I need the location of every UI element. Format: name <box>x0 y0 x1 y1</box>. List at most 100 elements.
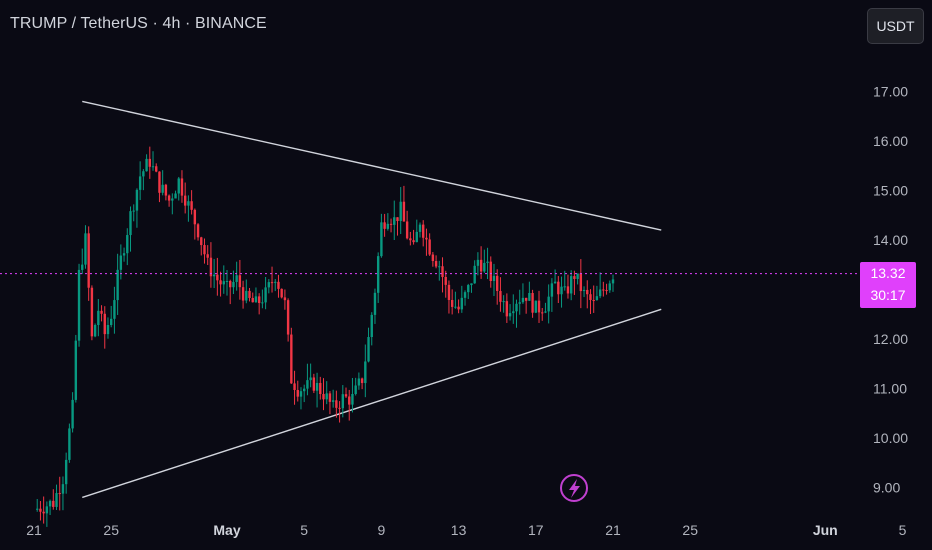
candle-body <box>286 300 290 335</box>
candle-body <box>479 259 483 272</box>
candle-body <box>183 195 187 206</box>
x-tick-label: 5 <box>899 522 907 538</box>
candle-body <box>331 400 335 402</box>
candle-body <box>206 254 209 258</box>
candle-body <box>87 233 90 288</box>
candle-body <box>129 211 132 236</box>
x-tick-label: 21 <box>26 522 42 538</box>
candle-body <box>299 391 303 397</box>
candle-body <box>90 287 94 337</box>
candle-body <box>106 325 110 335</box>
candle-body <box>119 255 123 270</box>
candle-body <box>235 275 238 282</box>
candle-body <box>537 300 541 313</box>
candle-body <box>422 224 425 238</box>
candle-body <box>71 399 74 429</box>
candle-body <box>492 275 496 281</box>
price-axis[interactable]: 17.00 16.00 15.00 14.00 12.00 11.00 10.00 9.00 <box>873 84 908 496</box>
candle-body <box>367 337 370 362</box>
candle-body <box>142 171 145 177</box>
candle-body <box>602 289 605 291</box>
candle-body <box>364 361 367 384</box>
candle-body <box>579 273 583 292</box>
candle-body <box>45 506 49 514</box>
candle-body <box>77 269 81 341</box>
candle-body <box>370 314 373 338</box>
candle-body <box>470 283 473 286</box>
x-tick-label: 13 <box>451 522 467 538</box>
y-tick-label: 17.00 <box>873 84 908 100</box>
candle-body <box>55 493 58 507</box>
candle-body <box>502 301 505 303</box>
candle-body <box>229 281 232 288</box>
candle-body <box>167 195 171 201</box>
candle-body <box>341 394 344 409</box>
candle-body <box>595 296 599 301</box>
candle-body <box>605 290 608 292</box>
candle-body <box>335 400 338 408</box>
candle-body <box>39 508 42 512</box>
y-tick-label: 9.00 <box>873 480 900 496</box>
candle-body <box>544 311 547 313</box>
candle-body <box>58 493 61 495</box>
candle-body <box>508 313 512 317</box>
candle-body <box>126 235 129 254</box>
x-tick-label: 21 <box>605 522 621 538</box>
candle-body <box>200 237 203 246</box>
currency-button[interactable]: USDT <box>867 8 924 44</box>
candle-body <box>428 239 431 255</box>
candle-body <box>270 282 274 284</box>
candle-body <box>225 281 229 283</box>
lightning-icon[interactable] <box>560 474 588 502</box>
candle-body <box>515 303 518 312</box>
candle-body <box>592 299 595 301</box>
candle-body <box>319 382 322 395</box>
candle-body <box>438 266 441 268</box>
candle-body <box>103 313 106 335</box>
candle-body <box>161 184 164 193</box>
candle-body <box>393 217 396 225</box>
candle-body <box>569 276 573 294</box>
candle-body <box>212 274 216 277</box>
candle-body <box>454 306 457 308</box>
candle-body <box>81 264 84 270</box>
candle-body <box>61 484 65 494</box>
last-price-value: 13.32 <box>870 265 906 281</box>
candle-body <box>232 281 235 288</box>
candle-body <box>441 266 444 277</box>
candles <box>36 146 615 527</box>
y-tick-label: 14.00 <box>873 232 908 248</box>
candle-body <box>209 257 213 277</box>
y-tick-label: 16.00 <box>873 133 908 149</box>
candle-body <box>611 279 615 284</box>
x-tick-label: 5 <box>300 522 308 538</box>
time-axis[interactable]: 21 25 May 5 9 13 17 21 25 Jun 5 <box>26 522 906 538</box>
candle-body <box>187 201 190 206</box>
trendlines[interactable] <box>82 100 662 499</box>
candle-body <box>598 289 602 297</box>
candle-body <box>354 385 357 395</box>
candle-body <box>238 275 242 288</box>
candle-body <box>418 224 422 232</box>
candle-body <box>566 286 570 294</box>
candle-body <box>303 388 306 392</box>
candle-body <box>36 508 39 510</box>
candle-body <box>315 382 319 391</box>
candle-body <box>518 302 521 304</box>
candle-body <box>283 297 287 301</box>
candle-body <box>357 378 361 386</box>
candle-body <box>586 289 589 295</box>
candle-body <box>444 276 447 285</box>
candle-body <box>293 383 296 391</box>
candle-body <box>573 276 576 279</box>
candle-body <box>434 261 438 267</box>
candle-body <box>457 306 460 310</box>
candle-body <box>512 311 515 314</box>
trendline <box>82 100 662 231</box>
candle-body <box>383 222 386 229</box>
candle-body <box>431 254 435 262</box>
candle-body <box>309 377 312 381</box>
candle-body <box>74 340 78 400</box>
candle-body <box>553 281 557 284</box>
